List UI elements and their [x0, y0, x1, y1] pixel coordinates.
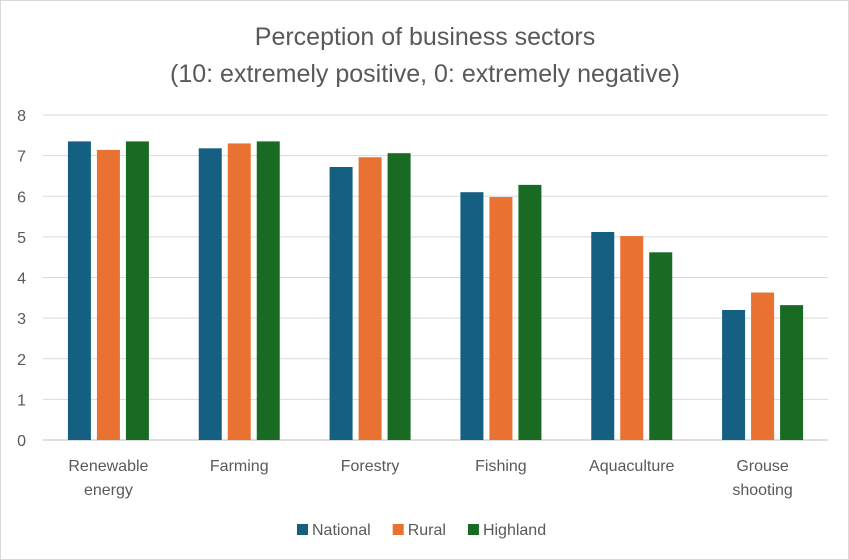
bars — [67, 141, 804, 440]
y-tick-label: 8 — [17, 108, 26, 125]
bar-highland — [649, 252, 673, 440]
bar-rural — [489, 197, 513, 440]
legend: National Rural Highland — [297, 522, 546, 539]
bar-highland — [387, 153, 411, 440]
bar-national — [329, 167, 353, 440]
bar-highland — [780, 305, 804, 440]
bar-national — [722, 310, 746, 440]
x-tick-label: energy — [84, 482, 133, 499]
y-tick-label: 1 — [17, 392, 26, 409]
x-tick-label: Farming — [210, 458, 269, 475]
bar-rural — [751, 292, 775, 440]
x-tick-label: Fishing — [475, 458, 527, 475]
y-tick-label: 5 — [17, 230, 26, 247]
bar-highland — [125, 141, 149, 440]
y-tick-label: 2 — [17, 352, 26, 369]
bar-national — [67, 141, 91, 440]
bar-national — [460, 192, 484, 440]
legend-label-rural: Rural — [408, 522, 446, 539]
legend-label-national: National — [312, 522, 371, 539]
legend-swatch-highland — [467, 524, 479, 535]
bar-rural — [96, 149, 120, 440]
x-tick-label: Aquaculture — [589, 458, 674, 475]
y-axis-ticks: 0 1 2 3 4 5 6 7 8 — [17, 108, 26, 450]
x-tick-label: shooting — [732, 482, 793, 499]
y-tick-label: 0 — [17, 433, 26, 450]
x-tick-label: Grouse — [736, 458, 789, 475]
bar-rural — [620, 236, 644, 440]
bar-rural — [227, 143, 251, 440]
y-tick-label: 7 — [17, 149, 26, 166]
y-tick-label: 3 — [17, 311, 26, 328]
y-tick-label: 4 — [17, 271, 26, 288]
legend-swatch-national — [297, 524, 308, 535]
x-tick-label: Forestry — [341, 458, 400, 475]
x-axis-ticks: Renewable energy Farming Forestry Fishing Aqu… — [68, 458, 792, 499]
bar-highland — [518, 184, 542, 440]
y-tick-label: 6 — [17, 189, 26, 206]
legend-label-highland: Highland — [483, 522, 546, 539]
chart-subtitle: (10: extremely positive, 0: extremely ne… — [170, 60, 680, 88]
chart-title: Perception of business sectors — [255, 23, 595, 51]
bar-highland — [256, 141, 280, 440]
legend-swatch-rural — [392, 524, 404, 535]
gridlines — [43, 114, 828, 441]
x-tick-label: Renewable — [68, 458, 148, 475]
bar-national — [591, 232, 615, 440]
bar-national — [198, 148, 222, 440]
bar-rural — [358, 157, 382, 440]
